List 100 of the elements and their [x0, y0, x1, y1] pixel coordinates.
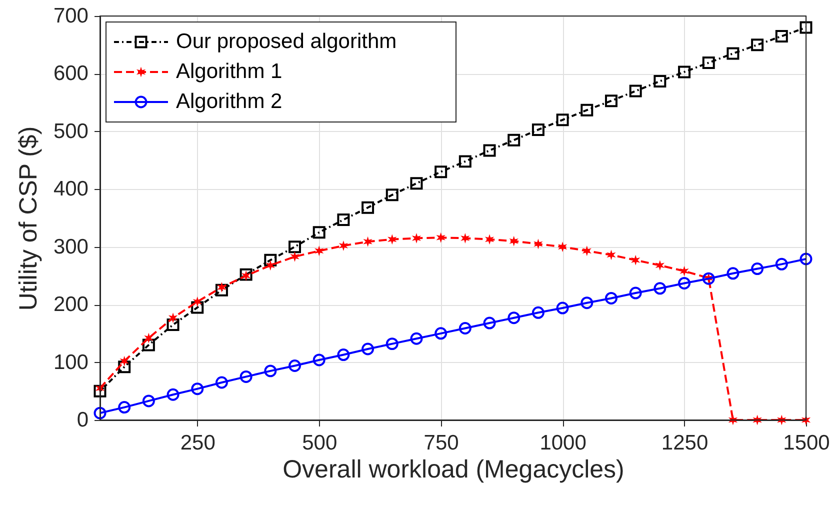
- point: [264, 364, 277, 378]
- point: [240, 370, 252, 383]
- point: [191, 301, 204, 314]
- y-tick-label: 600: [53, 62, 88, 86]
- point: [142, 394, 155, 408]
- point: [775, 258, 788, 270]
- point: [483, 316, 496, 330]
- point: [680, 266, 689, 276]
- point: [800, 252, 812, 266]
- point: [144, 332, 154, 344]
- x-tick-label: 1500: [783, 432, 830, 454]
- point: [484, 234, 494, 245]
- point: [337, 348, 350, 362]
- point: [166, 388, 180, 401]
- point: [410, 332, 423, 345]
- point: [168, 312, 178, 324]
- y-tick-label: 700: [53, 4, 88, 28]
- point: [312, 354, 326, 366]
- y-tick-label: 300: [53, 235, 88, 258]
- x-tick-label: 1000: [540, 432, 586, 454]
- point: [458, 322, 472, 334]
- point: [94, 406, 106, 420]
- x-axis-title: Overall workload (Megacycles): [282, 456, 624, 484]
- point: [751, 38, 764, 52]
- point: [654, 282, 666, 295]
- point: [314, 246, 324, 256]
- y-tick-label: 100: [53, 350, 88, 374]
- y-tick-label: 400: [53, 178, 88, 201]
- point: [460, 232, 470, 244]
- point: [606, 250, 616, 260]
- point: [726, 47, 740, 60]
- point: [412, 232, 422, 244]
- point: [288, 240, 302, 254]
- point: [266, 260, 275, 271]
- y-tick-label: 500: [53, 120, 88, 143]
- point: [192, 296, 202, 307]
- point: [118, 401, 131, 414]
- point: [362, 342, 374, 356]
- point: [509, 236, 518, 246]
- point: [726, 267, 740, 280]
- y-tick-label: 200: [53, 293, 88, 316]
- point: [556, 302, 569, 314]
- point: [556, 114, 569, 126]
- point: [142, 338, 155, 352]
- point: [264, 254, 277, 266]
- point: [217, 282, 226, 292]
- legend-label: Algorithm 2: [176, 90, 282, 113]
- x-tick-label: 250: [180, 432, 216, 454]
- point: [655, 260, 664, 271]
- point: [215, 376, 228, 389]
- point: [191, 382, 204, 396]
- point: [580, 104, 594, 116]
- point: [678, 66, 691, 78]
- point: [800, 21, 812, 34]
- point: [386, 338, 398, 350]
- point: [94, 384, 106, 398]
- point: [654, 74, 666, 88]
- point: [436, 232, 446, 243]
- point: [215, 284, 228, 296]
- point: [629, 84, 642, 98]
- point: [631, 254, 640, 266]
- point: [166, 318, 180, 332]
- x-tick-label: 750: [424, 432, 459, 454]
- y-tick-label: 0: [76, 408, 88, 432]
- point: [410, 177, 423, 190]
- point: [120, 356, 129, 366]
- point: [508, 134, 520, 146]
- point: [337, 213, 350, 226]
- point: [532, 123, 544, 136]
- x-tick-label: 1250: [661, 432, 708, 454]
- x-tick-label: 500: [302, 432, 338, 454]
- point: [532, 306, 544, 319]
- legend-label: Our proposed algorithm: [176, 30, 397, 53]
- point: [558, 242, 568, 252]
- point: [362, 201, 374, 214]
- point: [434, 166, 448, 178]
- point: [288, 360, 302, 372]
- point: [312, 226, 326, 239]
- point: [751, 262, 764, 276]
- point: [582, 246, 592, 256]
- point: [604, 94, 618, 108]
- point: [580, 296, 594, 310]
- point: [534, 238, 543, 250]
- y-axis-title: Utility of CSP ($): [14, 126, 42, 311]
- legend-label: Algorithm 1: [176, 60, 282, 83]
- point: [386, 188, 398, 202]
- point: [483, 144, 496, 157]
- point: [604, 292, 618, 304]
- point: [388, 234, 397, 245]
- point: [508, 312, 520, 324]
- point: [702, 56, 715, 69]
- point: [290, 251, 300, 262]
- point: [338, 240, 348, 251]
- point: [118, 360, 131, 374]
- point: [775, 30, 788, 42]
- point: [629, 286, 642, 300]
- point: [458, 155, 472, 168]
- point: [434, 327, 448, 340]
- point: [678, 276, 691, 290]
- point: [363, 236, 372, 247]
